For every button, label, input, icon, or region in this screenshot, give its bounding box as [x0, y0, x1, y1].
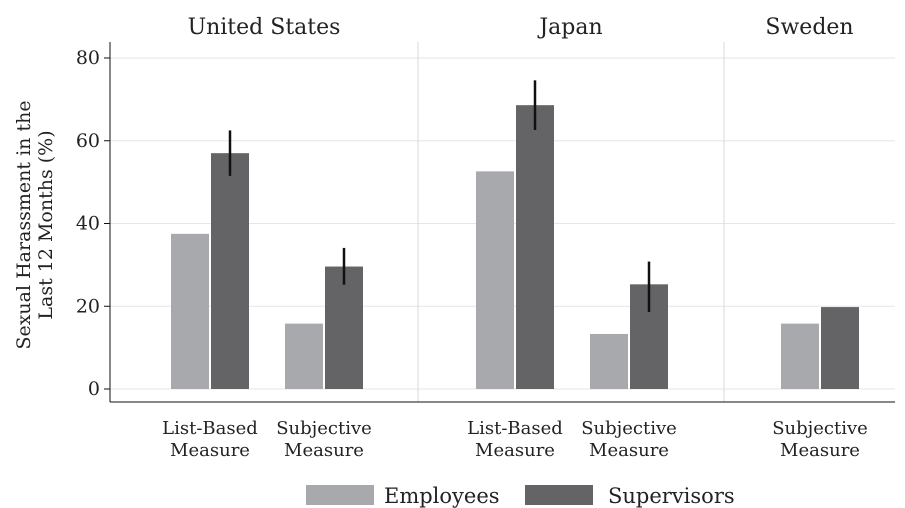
- category-label-2-0-line-1: Measure: [780, 440, 860, 461]
- bar-united-states-group-0-supervisors: [211, 153, 249, 389]
- legend-swatch-supervisors: [525, 485, 593, 505]
- category-label-0-0-line-1: Measure: [170, 440, 250, 461]
- category-label-2-0-line-0: Subjective: [772, 418, 868, 439]
- bar-sweden-group-0-supervisors: [821, 307, 859, 389]
- bar-united-states-group-1-supervisors: [325, 266, 363, 389]
- y-axis-label: Sexual Harassment in theLast 12 Months (…: [13, 100, 57, 349]
- bars-layer: [171, 80, 859, 389]
- category-label-0-1-line-1: Measure: [284, 440, 364, 461]
- y-axis-label-line-1: Last 12 Months (%): [35, 130, 57, 319]
- bar-japan-group-0-supervisors: [516, 105, 554, 389]
- panel-title-2: Sweden: [765, 15, 853, 40]
- category-label-1-1-line-1: Measure: [589, 440, 669, 461]
- bar-sweden-group-0-employees: [781, 323, 819, 389]
- y-tick-label-20: 20: [76, 295, 100, 317]
- bar-united-states-group-0-employees: [171, 233, 209, 389]
- panel-title-0: United States: [188, 15, 341, 40]
- y-tick-label-80: 80: [76, 47, 100, 69]
- bar-united-states-group-1-employees: [285, 323, 323, 389]
- category-label-1-0-line-0: List-Based: [467, 418, 563, 439]
- category-label-0-1-line-0: Subjective: [276, 418, 372, 439]
- y-tick-label-60: 60: [76, 130, 100, 152]
- bar-japan-group-0-employees: [476, 171, 514, 389]
- legend-swatch-employees: [306, 485, 374, 505]
- y-tick-label-0: 0: [88, 378, 100, 400]
- legend-layer: Employees Supervisors: [306, 484, 735, 508]
- bar-japan-group-1-employees: [590, 333, 628, 389]
- labels-layer: United StatesList-BasedMeasureSubjective…: [13, 15, 868, 461]
- legend-label-supervisors: Supervisors: [608, 484, 735, 508]
- y-tick-label-40: 40: [76, 213, 100, 235]
- y-axis-label-line-0: Sexual Harassment in the: [13, 100, 35, 349]
- grid-layer: [110, 42, 895, 402]
- panel-title-1: Japan: [537, 15, 602, 40]
- legend-label-employees: Employees: [384, 484, 500, 508]
- category-label-1-1-line-0: Subjective: [581, 418, 677, 439]
- axes-layer: [104, 42, 895, 403]
- category-label-0-0-line-0: List-Based: [162, 418, 258, 439]
- category-label-1-0-line-1: Measure: [475, 440, 555, 461]
